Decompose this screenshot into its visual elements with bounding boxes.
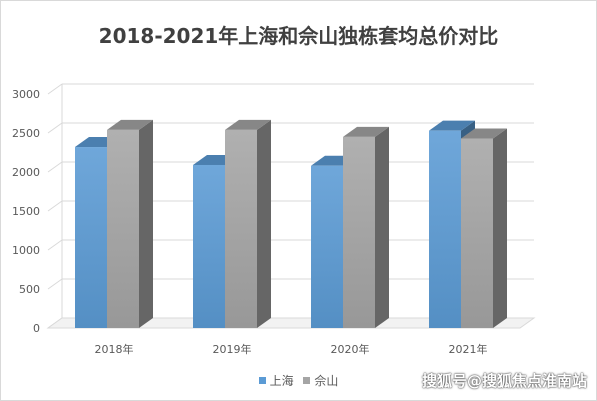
legend-item-series-1: 上海 (258, 372, 294, 389)
bar-front (107, 129, 139, 328)
bar-front (311, 165, 343, 328)
legend-swatch-series-1 (258, 377, 266, 384)
bar-side (139, 119, 153, 328)
x-tick-label-3: 2020年 (331, 342, 370, 356)
y-tick-label-1: 500 (19, 283, 40, 296)
legend-label-series-1: 上海 (269, 374, 294, 388)
legend-item-series-2: 佘山 (303, 372, 338, 389)
chart-legend: 上海 佘山 (0, 372, 597, 389)
bar-front (225, 129, 257, 328)
gridline-side-1 (47, 278, 63, 290)
bar-side (493, 128, 507, 328)
y-tick-label-3: 1500 (12, 205, 40, 218)
legend-label-series-2: 佘山 (314, 374, 339, 388)
gridline-side-5 (47, 122, 63, 134)
x-tick-label-2: 2019年 (213, 342, 252, 356)
bar-top (343, 126, 389, 137)
bar-front (461, 138, 493, 328)
y-tick-label-5: 2500 (12, 127, 40, 140)
bar-2-2 (225, 119, 271, 328)
gridline-side-6 (47, 83, 63, 95)
x-tick-label-4: 2021年 (449, 342, 488, 356)
bar-side (375, 126, 389, 329)
y-tick-label-6: 3000 (12, 88, 40, 101)
bar-top (107, 119, 153, 130)
legend-swatch-series-2 (303, 377, 311, 384)
bar-front (193, 164, 225, 328)
bar-2-4 (461, 128, 507, 328)
bar-2-1 (107, 119, 153, 328)
y-tick-label-4: 2000 (12, 166, 40, 179)
watermark-text: 搜狐号@搜狐焦点淮南站 (421, 372, 587, 390)
y-tick-label-0: 0 (33, 322, 40, 335)
bar-front (343, 136, 375, 328)
bar-top (429, 120, 475, 131)
gridline-side-3 (47, 200, 63, 212)
bar-2-3 (343, 126, 389, 329)
gridline-side-2 (47, 239, 63, 251)
bar-top (225, 119, 271, 130)
bar-side (257, 119, 271, 328)
y-tick-label-2: 1000 (12, 244, 40, 257)
bar-top (461, 128, 507, 139)
x-tick-label-1: 2018年 (95, 342, 134, 356)
bar-front (75, 147, 107, 328)
chart-title: 2018-2021年上海和佘山独栋套均总价对比 (98, 24, 499, 48)
bar-front (429, 130, 461, 328)
gridline-side-4 (47, 161, 63, 173)
